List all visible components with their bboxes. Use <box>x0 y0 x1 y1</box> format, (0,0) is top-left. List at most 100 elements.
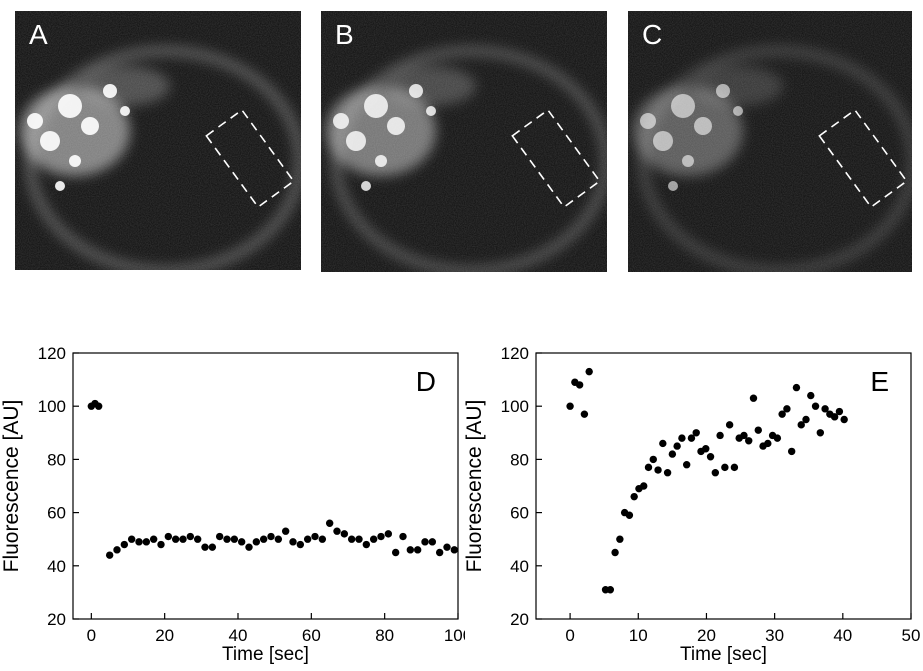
chart-d-data-point <box>421 538 429 546</box>
chart-e-data-point <box>821 405 829 413</box>
chart-d-data-point <box>355 535 363 543</box>
chart-e-ytick-label: 40 <box>510 557 529 576</box>
chart-e-plot-frame <box>535 352 912 620</box>
chart-d-panel-letter: D <box>416 366 436 397</box>
chart-d-data-point <box>237 538 246 546</box>
chart-e: 0 10 20 30 40 50 20 40 60 80 100 120 Time [sec] Fluor… <box>463 344 921 665</box>
chart-d-y-axis-title: Fluorescence [AU] <box>0 400 23 573</box>
chart-e-data-point <box>702 445 710 453</box>
chart-e-data-point <box>778 410 786 418</box>
chart-d-ytick-label: 100 <box>38 397 66 416</box>
chart-d-xtick-label: 60 <box>302 626 321 645</box>
roi-box <box>818 108 908 209</box>
chart-d-data-point <box>435 548 444 557</box>
chart-d-data-point <box>164 532 173 541</box>
chart-d-data-point <box>267 532 275 541</box>
chart-e-data-point <box>644 463 653 472</box>
panel-label-a: A <box>29 19 48 50</box>
image-noise <box>321 11 607 272</box>
chart-d-data-point <box>289 538 297 546</box>
chart-d-data-point <box>149 535 158 543</box>
chart-d-data-point <box>391 548 400 557</box>
chart-e-data-point <box>663 469 672 477</box>
chart-e-data-point <box>811 402 820 410</box>
chart-d-data-point <box>223 535 231 543</box>
chart-e-data-point <box>585 367 593 376</box>
chart-e-data-point <box>654 466 662 474</box>
chart-e-xtick-label: 30 <box>765 626 784 645</box>
chart-e-panel-letter: E <box>870 366 889 397</box>
chart-e-data-point <box>711 469 720 477</box>
chart-d-data-point <box>377 532 385 541</box>
chart-d-plot-frame <box>72 352 459 620</box>
image-noise <box>15 11 301 270</box>
micrograph-image-c <box>628 11 912 272</box>
chart-e-data-point <box>575 381 584 389</box>
micrograph-image-b <box>321 11 607 272</box>
chart-e-data-point <box>792 383 801 392</box>
chart-e-data-point <box>783 405 791 413</box>
chart-e-data-point <box>706 453 715 461</box>
chart-d-data-point <box>303 535 312 543</box>
chart-d-data-point <box>135 538 143 546</box>
chart-d-data-point <box>325 519 334 527</box>
chart-e-data-point <box>773 434 782 442</box>
chart-d-xtick-label: 20 <box>155 626 174 645</box>
micrograph-panel-c: C <box>628 11 912 272</box>
chart-d-data-point <box>142 538 151 546</box>
chart-d-data-point <box>333 527 341 535</box>
chart-e-data-point <box>764 439 772 448</box>
chart-d-ytick-label: 40 <box>47 557 66 576</box>
chart-e-data-point <box>687 434 696 442</box>
chart-d-ytick-label: 20 <box>47 610 66 629</box>
chart-e-data-point <box>640 482 648 490</box>
chart-d-data-point <box>171 535 180 543</box>
chart-e-xtick-label: 20 <box>697 626 716 645</box>
chart-e-ytick-label: 120 <box>501 344 529 363</box>
chart-e-xtick-label: 50 <box>902 626 921 645</box>
chart-d-xtick-label: 40 <box>229 626 248 645</box>
chart-d-data-point <box>281 527 290 535</box>
chart-e-xtick-label: 40 <box>833 626 852 645</box>
chart-e-data-point <box>721 463 729 472</box>
chart-e-data-point <box>830 413 839 421</box>
chart-d-xtick-label: 100 <box>444 626 465 645</box>
roi-box <box>511 108 601 209</box>
chart-d-data-point <box>245 543 253 551</box>
chart-d-data-point <box>296 540 305 549</box>
chart-d-data-point <box>230 535 239 543</box>
chart-d-x-axis-title: Time [sec] <box>222 644 309 665</box>
micrograph-panel-b: B <box>321 11 607 272</box>
chart-d-data-point <box>384 530 393 538</box>
chart-e-data-point <box>616 535 624 543</box>
chart-d-xtick-label: 0 <box>87 626 96 645</box>
chart-d-data-point <box>318 535 327 543</box>
chart-d-data-point <box>443 543 451 551</box>
chart-e-data-point <box>649 455 657 464</box>
chart-e-x-axis-title: Time [sec] <box>680 644 767 665</box>
chart-d-data-point <box>369 535 378 543</box>
chart-d-ytick-label: 120 <box>38 344 66 363</box>
chart-d-data-point <box>105 551 114 559</box>
chart-e-data-point <box>797 421 805 429</box>
chart-e-data-point <box>659 439 667 448</box>
chart-d: 0 20 40 60 80 100 20 40 60 80 100 120 Time [sec] Fluo… <box>0 344 465 665</box>
chart-d-data-point <box>399 532 407 541</box>
chart-d-data-point <box>120 540 129 549</box>
chart-d-data-point <box>406 546 415 554</box>
chart-d-data-point <box>428 538 437 546</box>
chart-e-data-point <box>630 492 638 501</box>
chart-e-data-point <box>807 391 815 400</box>
chart-d-data-point <box>215 532 224 541</box>
chart-e-data-point <box>611 548 619 557</box>
chart-d-data-point <box>94 402 103 410</box>
chart-e-data-point <box>678 434 686 442</box>
chart-d-data-point <box>157 540 165 549</box>
panel-label-c: C <box>642 19 663 50</box>
chart-d-data-point <box>113 546 121 554</box>
chart-e-data-point <box>566 402 574 410</box>
chart-e-ytick-label: 20 <box>510 610 529 629</box>
chart-e-data-point <box>692 429 700 437</box>
chart-e-data-point <box>740 431 748 440</box>
chart-e-data-point <box>835 407 844 416</box>
